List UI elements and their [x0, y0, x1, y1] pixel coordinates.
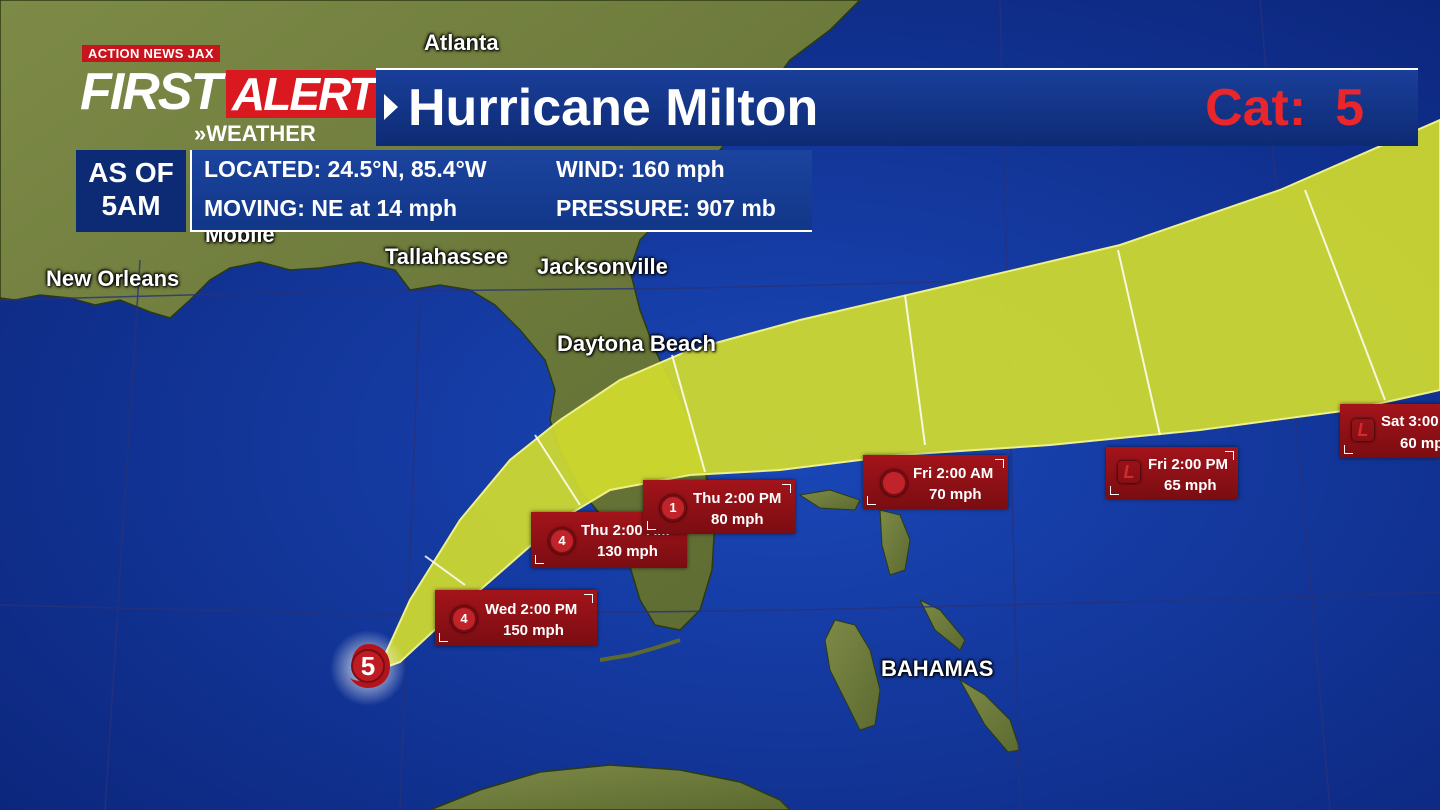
- logo-weather-text: »WEATHER: [194, 121, 316, 146]
- region-label-bahamas: BAHAMAS: [881, 656, 994, 681]
- forecast-time: Fri 2:00 AM: [913, 465, 994, 482]
- abaco-island: [879, 509, 911, 576]
- wind-text: WIND: 160 mph: [556, 156, 725, 182]
- storm-category-number: 5: [360, 651, 376, 681]
- logo-first-text: FIRST: [80, 63, 222, 121]
- storm-info-panel: LOCATED: 24.5°N, 85.4°W WIND: 160 mph MO…: [190, 150, 812, 232]
- forecast-time: Wed 2:00 PM: [485, 601, 578, 618]
- first-alert-logo: ACTION NEWS JAX FIRST ALERT »WEATHER: [76, 44, 381, 148]
- play-arrow-icon: [384, 94, 398, 120]
- located-text: LOCATED: 24.5°N, 85.4°W: [204, 156, 487, 182]
- as-of-line1: AS OF: [88, 157, 174, 188]
- forecast-point-thu-2pm: 1 Thu 2:00 PM 80 mph: [643, 480, 795, 534]
- city-label-daytona-beach: Daytona Beach: [557, 331, 716, 356]
- low-pressure-icon: L: [1352, 419, 1374, 441]
- current-storm-marker: 5: [342, 640, 394, 692]
- florida-keys: [599, 638, 681, 662]
- pressure-text: PRESSURE: 907 mb: [556, 195, 776, 221]
- forecast-speed: 150 mph: [503, 622, 564, 639]
- low-pressure-icon: L: [1118, 461, 1140, 483]
- exuma-island: [958, 678, 1021, 753]
- tropical-storm-icon: [881, 470, 907, 496]
- forecast-time: Sat 3:00: [1381, 413, 1439, 430]
- storm-category: Cat: 5: [1205, 79, 1364, 137]
- forecast-time: Fri 2:00 PM: [1148, 456, 1229, 473]
- as-of-time: 5AM: [101, 190, 161, 221]
- eleuthera-island: [918, 598, 966, 651]
- hurricane-icon: [350, 644, 390, 688]
- cuba: [429, 764, 792, 810]
- forecast-time: Thu 2:00 PM: [693, 490, 782, 507]
- forecast-cone: [376, 118, 1440, 672]
- andros-island: [824, 619, 881, 731]
- city-label-new-orleans: New Orleans: [46, 266, 180, 291]
- storm-title: Hurricane Milton: [408, 79, 819, 137]
- hurricane-cat4-icon: 4: [451, 606, 477, 632]
- hurricane-cat1-icon: 1: [660, 495, 686, 521]
- forecast-point-fri-2am: Fri 2:00 AM 70 mph: [863, 455, 1008, 509]
- city-label-atlanta: Atlanta: [424, 30, 499, 55]
- moving-text: MOVING: NE at 14 mph: [204, 195, 458, 221]
- forecast-speed: 60 mph: [1400, 435, 1440, 452]
- forecast-point-sat-3am: L Sat 3:00 60 mph: [1340, 404, 1440, 458]
- grand-bahama: [798, 489, 861, 511]
- forecast-point-wed-2pm: 4 Wed 2:00 PM 150 mph: [435, 590, 597, 646]
- forecast-point-fri-2pm: L Fri 2:00 PM 65 mph: [1106, 447, 1238, 499]
- forecast-speed: 130 mph: [597, 543, 658, 560]
- city-label-tallahassee: Tallahassee: [385, 244, 509, 269]
- city-label-jacksonville: Jacksonville: [537, 254, 668, 279]
- as-of-box: AS OF 5AM: [76, 150, 186, 232]
- forecast-speed: 70 mph: [929, 486, 982, 503]
- cone-dividers: [424, 189, 1386, 586]
- forecast-speed: 65 mph: [1164, 477, 1217, 494]
- hurricane-cat4-icon: 4: [549, 528, 575, 554]
- forecast-speed: 80 mph: [711, 511, 764, 528]
- brand-label: ACTION NEWS JAX: [82, 45, 220, 62]
- logo-alert-text: ALERT: [226, 70, 381, 118]
- title-bar: Hurricane Milton Cat: 5: [376, 68, 1418, 146]
